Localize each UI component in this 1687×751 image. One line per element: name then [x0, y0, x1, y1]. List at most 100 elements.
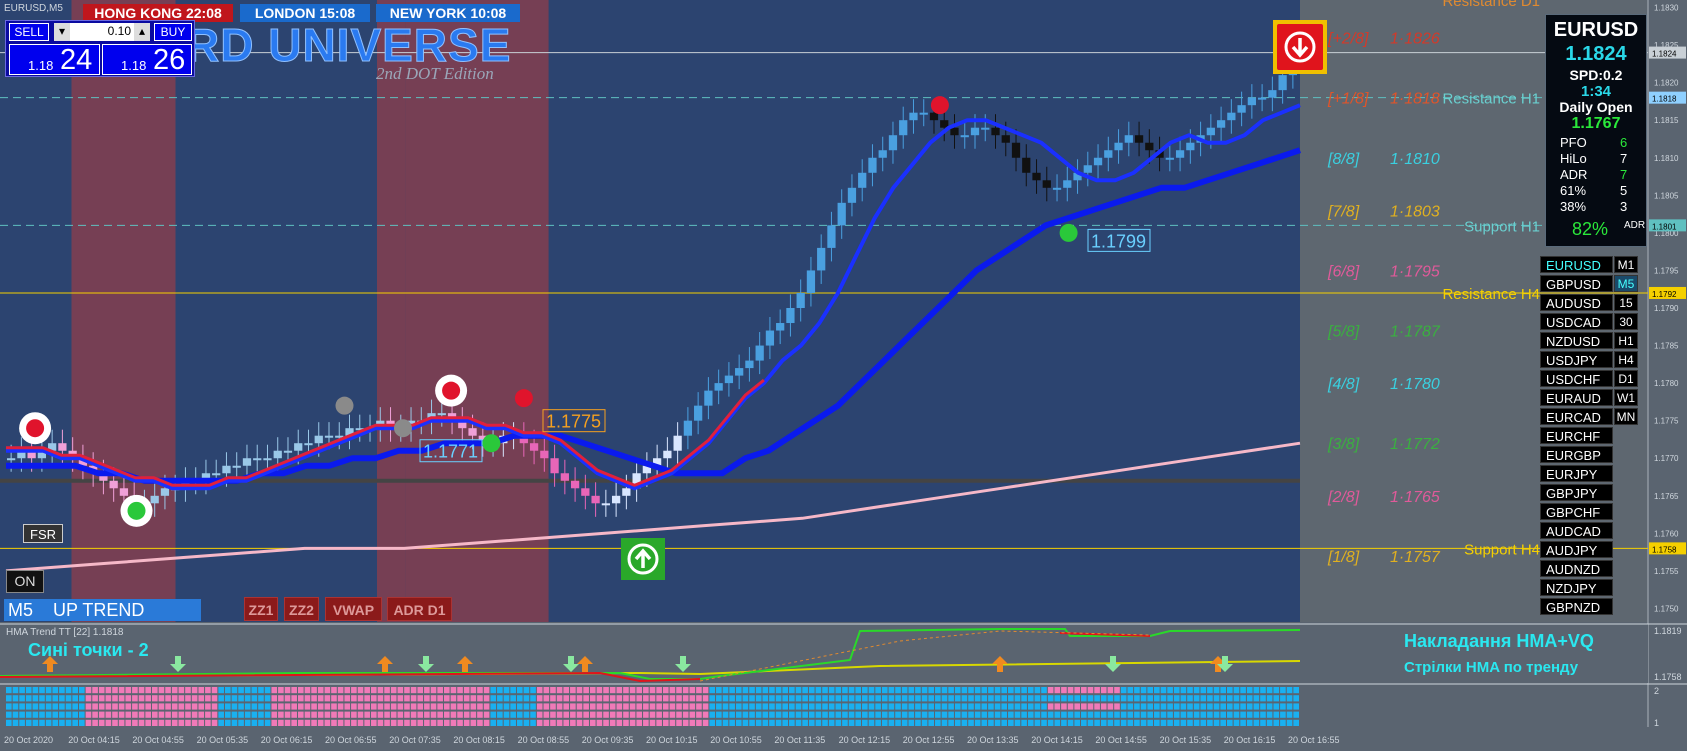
trend-cell — [244, 695, 251, 702]
lot-up-button[interactable]: ▴ — [134, 23, 150, 41]
timeframe-button[interactable]: W1 — [1614, 389, 1638, 406]
trend-cell — [530, 719, 536, 726]
sell-price[interactable]: 1.18 24 — [9, 44, 100, 76]
timeframe-button[interactable]: 15 — [1614, 294, 1638, 311]
trend-cell — [165, 719, 171, 726]
trend-cell — [1286, 703, 1293, 710]
trend-cell — [258, 719, 264, 726]
trend-cell — [59, 703, 65, 710]
trend-cell — [1047, 711, 1054, 718]
symbol-button[interactable]: EURCHF — [1540, 427, 1613, 444]
trend-cell — [749, 711, 755, 718]
trend-cell — [1213, 719, 1220, 726]
timeframe-button[interactable]: D1 — [1614, 370, 1638, 387]
trend-cell — [1227, 703, 1233, 710]
price-axis-tick: 1.1825 — [1654, 41, 1679, 50]
trend-cell — [304, 695, 311, 702]
timeframe-button[interactable]: M5 — [1614, 275, 1638, 292]
candle-body — [1247, 97, 1256, 106]
symbol-button[interactable]: EURCAD — [1540, 408, 1613, 425]
candle-body — [1042, 180, 1051, 188]
trend-cell — [1008, 703, 1014, 710]
trend-cell — [729, 687, 735, 694]
symbol-button[interactable]: GBPJPY — [1540, 484, 1613, 501]
symbol-button[interactable]: USDCAD — [1540, 313, 1613, 330]
trend-cell — [370, 719, 377, 726]
candle-body — [212, 473, 221, 476]
symbol-button[interactable]: AUDCAD — [1540, 522, 1613, 539]
symbol-button[interactable]: USDCHF — [1540, 370, 1613, 387]
trend-cell — [457, 703, 463, 710]
symbol-button[interactable]: GBPNZD — [1540, 598, 1613, 615]
timeframe-button[interactable]: M1 — [1614, 256, 1638, 273]
adr-d1-button[interactable]: ADR D1 — [387, 597, 452, 621]
trend-cell — [45, 711, 52, 718]
trend-cell — [437, 703, 443, 710]
info-spread: SPD:0.2 — [1569, 67, 1623, 83]
symbol-button[interactable]: GBPUSD — [1540, 275, 1613, 292]
trend-cell — [808, 703, 815, 710]
trend-cell — [855, 719, 862, 726]
zz2-button[interactable]: ZZ2 — [284, 597, 319, 621]
trend-cell — [1021, 703, 1027, 710]
symbol-button[interactable]: AUDJPY — [1540, 541, 1613, 558]
timeframe-button[interactable]: H4 — [1614, 351, 1638, 368]
symbol-button[interactable]: AUDNZD — [1540, 560, 1613, 577]
timeframe-button[interactable]: 30 — [1614, 313, 1638, 330]
zz1-button[interactable]: ZZ1 — [244, 597, 278, 621]
trend-cell — [888, 719, 895, 726]
info-adr-pct: 82% — [1572, 219, 1609, 239]
lot-input[interactable]: 0.10 — [70, 23, 134, 41]
symbol-button[interactable]: EURJPY — [1540, 465, 1613, 482]
trend-cell — [1140, 703, 1147, 710]
trend-cell — [311, 687, 317, 694]
trend-cell — [921, 719, 928, 726]
trend-cell — [231, 695, 238, 702]
trend-cell — [151, 703, 158, 710]
trend-cell — [1094, 719, 1100, 726]
timeframe-button[interactable]: MN — [1614, 408, 1638, 425]
murrey-level-value: 1·1787 — [1390, 324, 1441, 341]
buy-price[interactable]: 1.18 26 — [102, 44, 192, 76]
trend-cell — [231, 687, 238, 694]
trend-cell — [404, 687, 410, 694]
trend-cell — [39, 719, 45, 726]
buy-button[interactable]: BUY — [154, 23, 192, 41]
brand-subtitle: 2nd DOT Edition — [376, 64, 494, 83]
symbol-button[interactable]: AUDUSD — [1540, 294, 1613, 311]
fsr-button[interactable]: FSR — [23, 524, 63, 543]
symbol-button[interactable]: NZDJPY — [1540, 579, 1613, 596]
trend-cell — [901, 695, 908, 702]
symbol-button[interactable]: NZDUSD — [1540, 332, 1613, 349]
on-toggle[interactable]: ON — [6, 570, 44, 593]
trend-cell — [1067, 711, 1074, 718]
trend-cell — [1286, 711, 1293, 718]
trend-cell — [1273, 703, 1280, 710]
murrey-level-label: [2/8] — [1327, 489, 1360, 506]
subpanel-dotted-line — [699, 630, 1151, 682]
trend-cell — [291, 719, 297, 726]
lot-down-button[interactable]: ▾ — [54, 23, 70, 41]
symbol-button[interactable]: EURAUD — [1540, 389, 1613, 406]
trend-cell — [430, 687, 437, 694]
sr-level-label: Resistance D1 — [1442, 0, 1540, 10]
trend-cell — [669, 719, 676, 726]
trend-cell — [510, 711, 516, 718]
trend-cell — [921, 687, 928, 694]
murrey-level-value: 1·1810 — [1390, 151, 1440, 168]
trend-cell — [311, 719, 317, 726]
symbol-button[interactable]: EURGBP — [1540, 446, 1613, 463]
trend-cell — [1001, 711, 1008, 718]
symbol-button[interactable]: GBPCHF — [1540, 503, 1613, 520]
symbol-button[interactable]: USDJPY — [1540, 351, 1613, 368]
timeframe-button[interactable]: H1 — [1614, 332, 1638, 349]
sell-button[interactable]: SELL — [9, 23, 49, 41]
candle-body — [837, 202, 846, 226]
trend-cell — [782, 703, 789, 710]
trend-cell — [1027, 711, 1034, 718]
trend-cell — [463, 711, 470, 718]
trend-cell — [218, 719, 224, 726]
vwap-button[interactable]: VWAP — [325, 597, 382, 621]
symbol-button[interactable]: EURUSD — [1540, 256, 1613, 273]
